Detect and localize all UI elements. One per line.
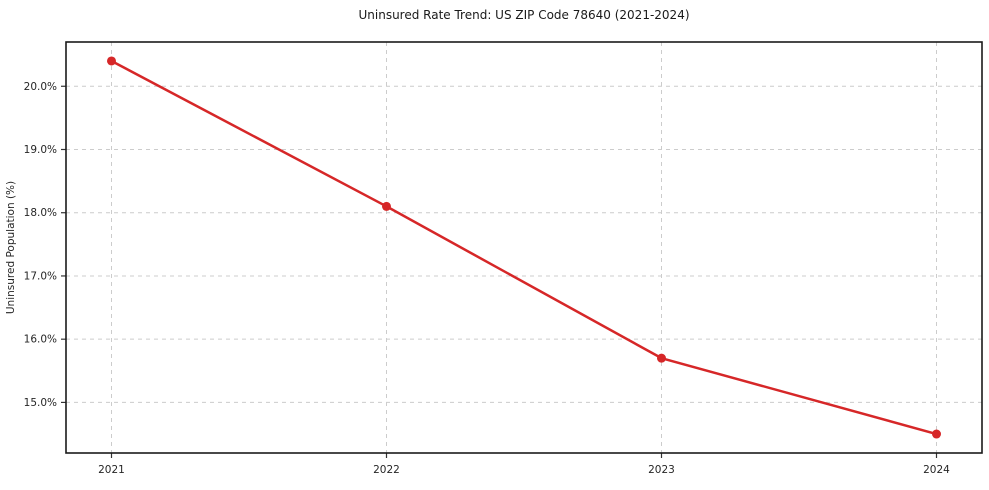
x-tick-label: 2021: [98, 464, 125, 476]
data-point-marker: [382, 201, 391, 211]
y-tick-label: 15.0%: [24, 397, 57, 409]
x-tick-label: 2024: [923, 464, 950, 476]
data-point-marker: [657, 353, 666, 363]
y-tick-label: 17.0%: [24, 270, 57, 282]
axes-frame: [65, 41, 983, 454]
y-axis-title: Uninsured Population (%): [5, 181, 17, 314]
x-tick-label: 2023: [648, 464, 675, 476]
data-point-marker: [932, 429, 941, 439]
chart-title: Uninsured Rate Trend: US ZIP Code 78640 …: [358, 8, 690, 22]
data-point-marker: [107, 56, 116, 66]
y-tick-label: 19.0%: [24, 144, 57, 156]
y-tick-label: 16.0%: [24, 334, 57, 346]
y-tick-label: 20.0%: [24, 81, 57, 93]
trend-line: [110, 59, 938, 436]
x-tick-label: 2022: [373, 464, 400, 476]
y-tick-label: 18.0%: [24, 207, 57, 219]
